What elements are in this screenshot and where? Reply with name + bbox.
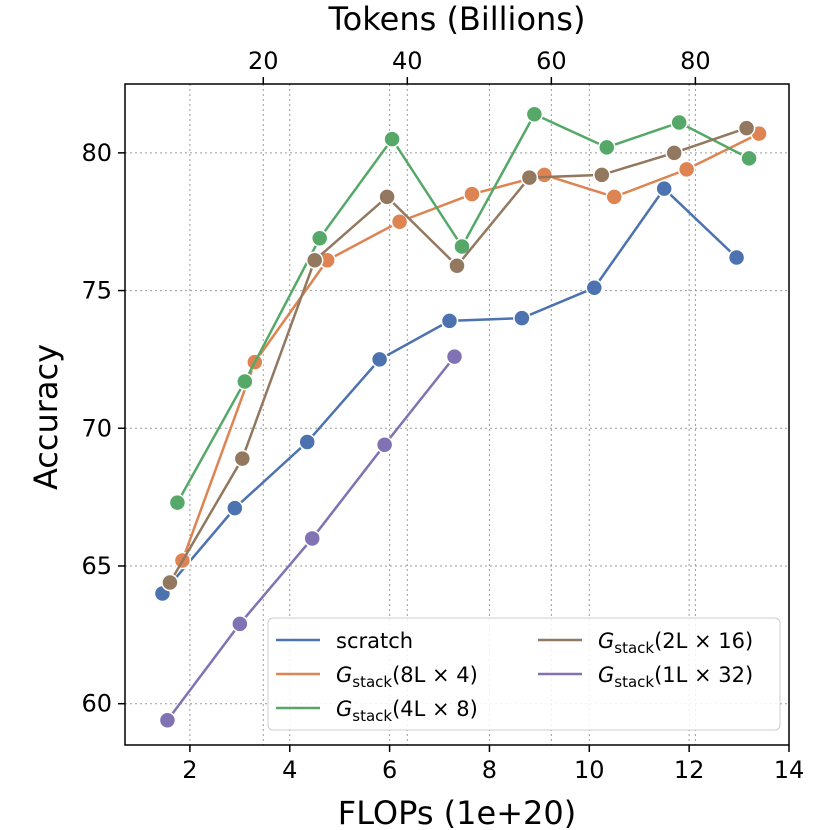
data-point bbox=[665, 144, 683, 162]
data-point bbox=[593, 166, 611, 184]
data-point bbox=[370, 350, 389, 369]
data-point bbox=[445, 347, 464, 366]
data-point bbox=[375, 436, 394, 454]
data-point bbox=[305, 251, 324, 270]
data-point bbox=[535, 166, 554, 184]
series-4 bbox=[158, 347, 464, 729]
data-point bbox=[168, 493, 187, 512]
data-point bbox=[655, 179, 673, 198]
data-point bbox=[390, 212, 409, 231]
plot-frame bbox=[124, 83, 790, 746]
series-line bbox=[161, 186, 738, 595]
data-point bbox=[740, 149, 758, 168]
data-point bbox=[310, 229, 329, 247]
top-x-tick-label: 80 bbox=[680, 47, 711, 75]
axes: 2 4 6 8 10 12 14 60 65 70 75 80 20 40 60 80 bbox=[81, 47, 804, 784]
data-point bbox=[236, 372, 254, 391]
top-x-tick-label: 60 bbox=[536, 47, 567, 75]
legend-label: Gstack(2L × 16) bbox=[598, 629, 753, 657]
data-point bbox=[158, 711, 177, 729]
legend-label: Gstack(1L × 32) bbox=[598, 663, 753, 691]
data-point bbox=[585, 279, 604, 297]
x-tick-label: 14 bbox=[774, 756, 805, 784]
data-point bbox=[727, 248, 746, 267]
x-tick-label: 6 bbox=[382, 756, 397, 784]
top-x-axis-title: Tokens (Billions) bbox=[328, 0, 586, 38]
data-point bbox=[453, 237, 471, 256]
data-point bbox=[383, 130, 401, 148]
x-tick-label: 12 bbox=[674, 756, 705, 784]
data-point bbox=[233, 449, 252, 468]
legend: scratch Gstack(8L × 4) Gstack(4L × 8) Gstac… bbox=[267, 617, 781, 731]
x-tick-label: 2 bbox=[182, 756, 197, 784]
data-point bbox=[737, 119, 756, 137]
data-point bbox=[525, 105, 544, 124]
x-tick-label: 4 bbox=[282, 756, 297, 784]
data-point bbox=[605, 188, 624, 206]
y-tick-label: 70 bbox=[81, 414, 112, 442]
x-tick-label: 10 bbox=[574, 756, 605, 784]
y-tick-label: 65 bbox=[81, 552, 112, 580]
top-x-tick-label: 40 bbox=[392, 47, 423, 75]
series-layer bbox=[153, 105, 768, 729]
data-point bbox=[677, 160, 696, 179]
data-point bbox=[303, 529, 321, 548]
y-axis-title: Accuracy bbox=[27, 344, 65, 490]
y-tick-label: 80 bbox=[81, 139, 112, 167]
y-tick-label: 75 bbox=[81, 277, 112, 305]
data-point bbox=[378, 188, 396, 206]
y-tick-label: 60 bbox=[81, 690, 112, 718]
data-point bbox=[463, 185, 481, 203]
legend-label: Gstack(8L × 4) bbox=[336, 663, 478, 691]
data-point bbox=[598, 138, 616, 157]
data-point bbox=[161, 573, 179, 592]
data-point bbox=[231, 615, 249, 633]
data-point bbox=[298, 433, 316, 451]
data-point bbox=[520, 168, 539, 187]
legend-label: scratch bbox=[336, 629, 413, 653]
x-tick-label: 8 bbox=[482, 756, 497, 784]
series-3 bbox=[161, 119, 756, 592]
series-2 bbox=[168, 105, 758, 512]
data-point bbox=[440, 312, 459, 330]
legend-label: Gstack(4L × 8) bbox=[336, 697, 478, 725]
data-point bbox=[226, 499, 244, 517]
x-axis-title: FLOPs (1e+20) bbox=[338, 794, 576, 830]
legend-box bbox=[267, 617, 781, 731]
top-x-tick-label: 20 bbox=[248, 47, 279, 75]
data-point bbox=[670, 113, 688, 132]
data-point bbox=[448, 257, 466, 275]
data-point bbox=[513, 309, 531, 327]
